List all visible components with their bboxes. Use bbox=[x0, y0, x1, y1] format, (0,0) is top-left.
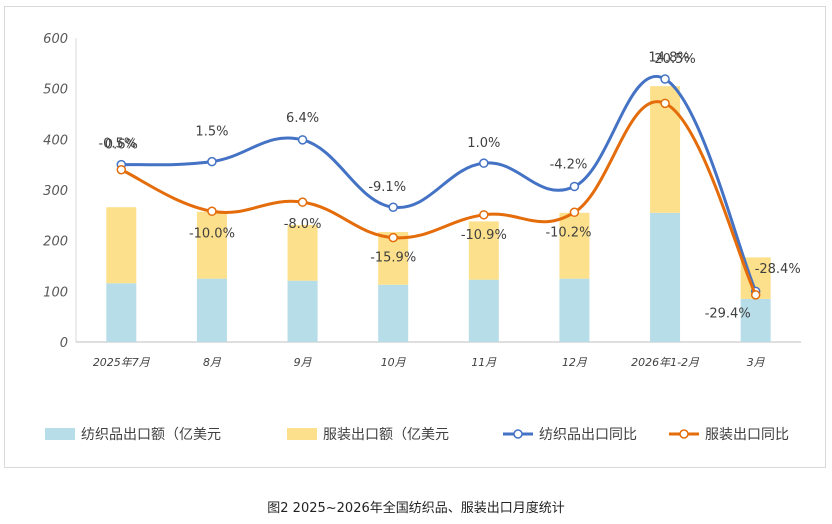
textile-yoy-point bbox=[479, 158, 489, 168]
textile-bar bbox=[287, 280, 318, 342]
apparel-yoy-label: -10.9% bbox=[461, 228, 507, 243]
apparel-yoy-point bbox=[297, 197, 308, 207]
apparel-yoy-point bbox=[116, 164, 127, 175]
x-tick-label: 12月 bbox=[562, 356, 588, 369]
legend-label: 纺织品出口同比 bbox=[539, 427, 637, 443]
y-tick-label: 400 bbox=[43, 133, 68, 148]
legend-label: 服装出口额（亿美元 bbox=[323, 427, 449, 443]
x-tick-label: 3月 bbox=[747, 356, 766, 369]
legend: 纺织品出口额（亿美元 服装出口额（亿美元 纺织品出口同比 服装出口同比 bbox=[45, 427, 789, 443]
apparel-yoy-point bbox=[479, 210, 489, 220]
textile-yoy-label: 20.5% bbox=[654, 52, 695, 67]
y-tick-label: 300 bbox=[43, 184, 68, 199]
textile-yoy-label: 1.0% bbox=[467, 136, 500, 151]
legend-label: 纺织品出口额（亿美元 bbox=[81, 427, 221, 443]
textile-bar bbox=[740, 298, 771, 342]
apparel-yoy-label: -10.0% bbox=[189, 226, 235, 241]
textile-yoy-point bbox=[297, 135, 308, 145]
apparel-yoy-label: -28.4% bbox=[755, 262, 801, 277]
textile-bar bbox=[196, 278, 227, 342]
textile-yoy-point bbox=[207, 156, 217, 167]
textile-bar bbox=[468, 279, 499, 342]
apparel-yoy-point bbox=[569, 207, 580, 218]
apparel-bar bbox=[196, 211, 227, 279]
chart-frame: 0 100 200 300 400 500 600 2025年7月 8月 9月 10月 11月 12月 2… bbox=[4, 6, 826, 468]
apparel-bar bbox=[468, 221, 499, 280]
apparel-yoy-point bbox=[750, 290, 761, 300]
legend-swatch bbox=[287, 428, 317, 440]
apparel-yoy-label: -15.9% bbox=[370, 251, 416, 266]
textile-yoy-label: -9.1% bbox=[368, 180, 406, 195]
legend-marker bbox=[513, 429, 523, 439]
axes: 0 100 200 300 400 500 600 2025年7月 8月 9月 10月 11月 12月 2… bbox=[43, 32, 801, 369]
x-tick-label: 11月 bbox=[471, 356, 497, 369]
apparel-yoy-point bbox=[207, 206, 217, 217]
textile-yoy-label: 6.4% bbox=[286, 111, 319, 126]
apparel-yoy-label: -0.5% bbox=[98, 137, 136, 152]
legend-marker bbox=[679, 429, 689, 439]
y-tick-label: 500 bbox=[43, 83, 68, 98]
figure-caption: 图2 2025~2026年全国纺织品、服装出口月度统计 bbox=[267, 501, 565, 516]
textile-bar bbox=[650, 212, 681, 342]
x-tick-label: 10月 bbox=[381, 356, 407, 369]
legend-label: 服装出口同比 bbox=[705, 427, 789, 443]
apparel-yoy-point bbox=[388, 232, 398, 243]
chart-svg: 0 100 200 300 400 500 600 2025年7月 8月 9月 10月 11月 12月 2… bbox=[43, 32, 801, 443]
textile-yoy-label: -29.4% bbox=[705, 306, 751, 321]
apparel-bar bbox=[287, 224, 318, 281]
legend-swatch bbox=[45, 428, 75, 440]
apparel-yoy-point bbox=[660, 98, 670, 109]
lines bbox=[116, 74, 761, 300]
y-tick-label: 200 bbox=[43, 235, 68, 250]
textile-yoy-label: 1.5% bbox=[195, 125, 228, 140]
apparel-bar bbox=[559, 212, 590, 279]
y-tick-label: 600 bbox=[43, 32, 68, 47]
apparel-yoy-label: -8.0% bbox=[284, 217, 322, 232]
apparel-bar bbox=[106, 207, 137, 284]
y-tick-label: 100 bbox=[43, 285, 68, 300]
textile-bar bbox=[559, 278, 590, 342]
apparel-yoy-label: -10.2% bbox=[545, 225, 591, 240]
textile-bar bbox=[106, 283, 137, 342]
x-tick-label: 8月 bbox=[203, 356, 222, 369]
textile-yoy-label: 0.6% bbox=[105, 138, 138, 153]
textile-bar bbox=[378, 284, 409, 342]
x-tick-label: 2025年7月 bbox=[93, 356, 151, 369]
bars bbox=[106, 86, 771, 342]
data-labels: 0.6% 1.5% 6.4% -9.1% 1.0% -4.2% 20.5% -29.4% -0.… bbox=[98, 50, 800, 321]
apparel-yoy-label: 14.8% bbox=[648, 50, 689, 65]
textile-yoy-point bbox=[388, 202, 398, 212]
textile-yoy-label: -4.2% bbox=[550, 157, 588, 172]
y-tick-label: 0 bbox=[60, 336, 68, 351]
x-tick-label: 9月 bbox=[294, 356, 313, 369]
textile-yoy-point bbox=[660, 74, 670, 84]
textile-yoy-point bbox=[569, 181, 580, 192]
x-tick-label: 2026年1-2月 bbox=[631, 356, 700, 369]
